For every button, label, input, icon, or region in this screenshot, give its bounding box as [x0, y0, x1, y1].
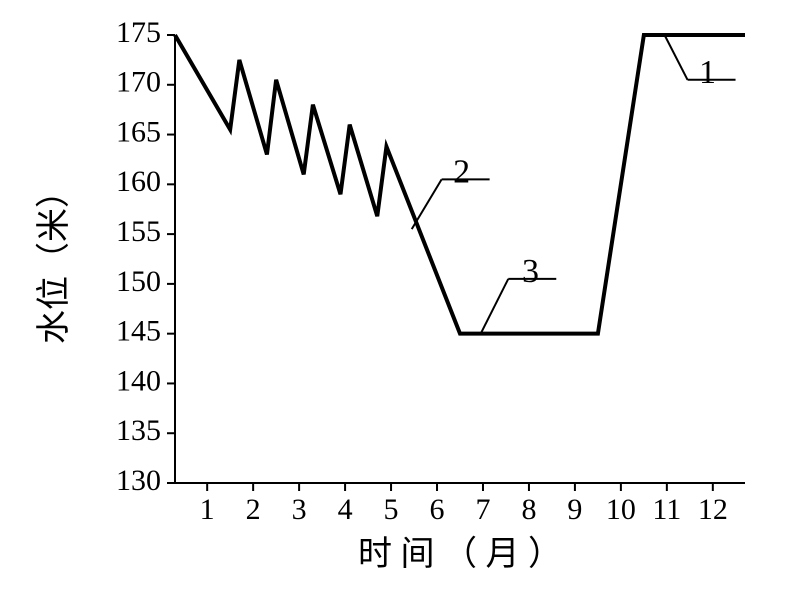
- y-tick-label: 140: [116, 364, 161, 397]
- y-tick-label: 130: [116, 464, 161, 497]
- water-level-chart: 1301351401451501551601651701751234567891…: [0, 0, 800, 603]
- y-tick-label: 165: [116, 115, 161, 148]
- x-tick-label: 5: [384, 493, 399, 526]
- x-tick-label: 10: [606, 493, 636, 526]
- y-tick-label: 145: [116, 315, 161, 348]
- x-tick-label: 1: [200, 493, 215, 526]
- annotation-label-1: 1: [699, 54, 716, 91]
- x-tick-label: 3: [292, 493, 307, 526]
- x-axis-label: 时 间 （ 月 ）: [358, 535, 562, 573]
- x-tick-label: 9: [567, 493, 582, 526]
- annotation-line-1: [665, 35, 688, 80]
- y-axis-label: 水位（米）: [35, 174, 73, 344]
- y-tick-label: 175: [116, 16, 161, 49]
- y-tick-label: 155: [116, 215, 161, 248]
- chart-svg: 1301351401451501551601651701751234567891…: [0, 0, 800, 603]
- annotation-label-3: 3: [522, 253, 539, 290]
- x-tick-label: 4: [338, 493, 353, 526]
- x-tick-label: 8: [521, 493, 536, 526]
- y-tick-label: 150: [116, 265, 161, 298]
- x-tick-label: 2: [246, 493, 261, 526]
- x-tick-label: 7: [475, 493, 490, 526]
- y-tick-label: 135: [116, 414, 161, 447]
- annotation-line-3: [481, 279, 509, 334]
- annotation-line-2: [412, 179, 442, 229]
- x-tick-label: 12: [698, 493, 728, 526]
- y-tick-label: 170: [116, 66, 161, 99]
- annotation-label-2: 2: [453, 153, 470, 190]
- y-tick-label: 160: [116, 165, 161, 198]
- x-tick-label: 11: [652, 493, 681, 526]
- x-tick-label: 6: [430, 493, 445, 526]
